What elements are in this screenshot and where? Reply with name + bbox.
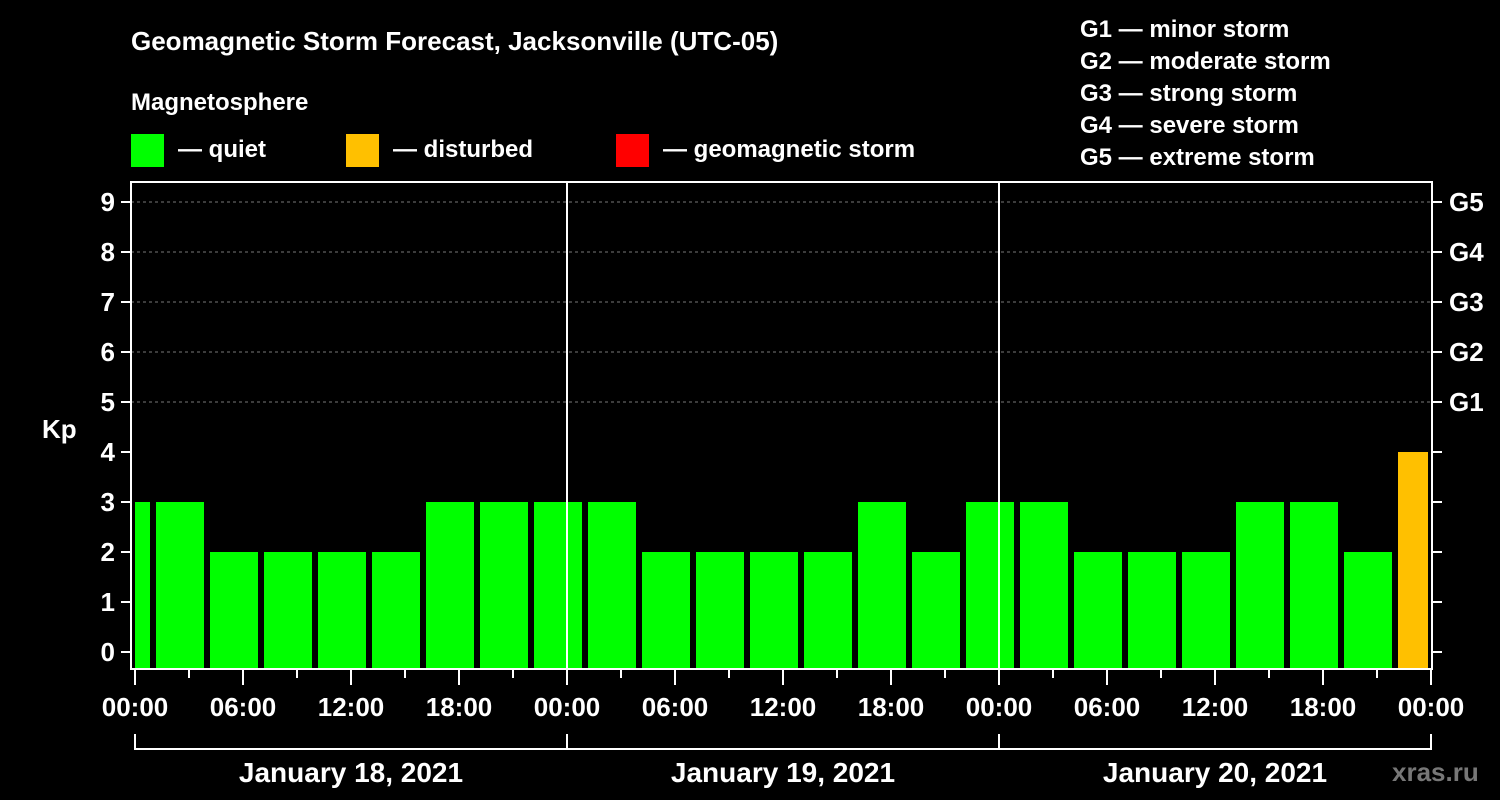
x-tick-label: 18:00 <box>426 692 493 722</box>
kp-bar <box>1236 502 1284 668</box>
kp-bar <box>264 552 312 668</box>
y-tick-label: 1 <box>101 587 115 617</box>
y-tick-label: 2 <box>101 537 115 567</box>
x-tick-label: 12:00 <box>750 692 817 722</box>
y-tick-label: 4 <box>101 437 116 467</box>
storm-scale-item: G4 — severe storm <box>1080 112 1299 139</box>
kp-bar <box>804 552 852 668</box>
x-tick-label: 06:00 <box>642 692 709 722</box>
gridlines <box>131 201 1432 403</box>
y-tick-label: 5 <box>101 387 115 417</box>
storm-level-label: G5 <box>1449 187 1484 217</box>
x-tick-label: 12:00 <box>318 692 385 722</box>
legend: — quiet — disturbed — geomagnetic storm <box>131 134 915 167</box>
x-tick-label: 12:00 <box>1182 692 1249 722</box>
y-tick-label: 6 <box>101 337 115 367</box>
day-label: January 20, 2021 <box>1103 757 1327 788</box>
legend-swatch-0 <box>131 134 164 167</box>
y-tick-label: 3 <box>101 487 115 517</box>
storm-level-label: G4 <box>1449 237 1484 267</box>
storm-level-label: G1 <box>1449 387 1484 417</box>
x-tick-label: 18:00 <box>1290 692 1357 722</box>
kp-bar <box>912 552 960 668</box>
kp-bar <box>318 552 366 668</box>
y-tick-label: 0 <box>101 637 115 667</box>
bars <box>135 452 1428 668</box>
legend-label-0: — quiet <box>178 136 266 163</box>
kp-bar <box>426 502 474 668</box>
legend-swatch-2 <box>616 134 649 167</box>
storm-scale-item: G5 — extreme storm <box>1080 144 1315 171</box>
axes: 0 1 2 3 4 5 6 7 8 9 G1 G2 G3 G4 G5 00:00 06:00 12:00 18:00… <box>101 181 1484 788</box>
storm-scale-item: G1 — minor storm <box>1080 16 1289 43</box>
x-tick-label: 00:00 <box>102 692 169 722</box>
kp-bar <box>534 502 582 668</box>
kp-bar <box>480 502 528 668</box>
x-tick-label: 06:00 <box>210 692 277 722</box>
kp-bar <box>750 552 798 668</box>
legend-label-2: — geomagnetic storm <box>663 136 915 163</box>
kp-bar <box>1344 552 1392 668</box>
kp-bar <box>1182 552 1230 668</box>
x-tick-label: 00:00 <box>966 692 1033 722</box>
storm-scale-item: G2 — moderate storm <box>1080 48 1331 75</box>
chart-title: Geomagnetic Storm Forecast, Jacksonville… <box>131 26 778 56</box>
x-tick-label: 18:00 <box>858 692 925 722</box>
kp-bar <box>156 502 204 668</box>
y-axis-label: Kp <box>42 414 77 444</box>
kp-bar <box>1398 452 1428 668</box>
y-tick-label: 8 <box>101 237 115 267</box>
legend-swatch-1 <box>346 134 379 167</box>
storm-scale-item: G3 — strong storm <box>1080 80 1297 107</box>
y-tick-label: 9 <box>101 187 115 217</box>
kp-bar <box>135 502 150 668</box>
kp-bar <box>966 502 1014 668</box>
kp-bar <box>858 502 906 668</box>
plot-frame <box>130 181 1433 670</box>
x-tick-label: 06:00 <box>1074 692 1141 722</box>
watermark: xras.ru <box>1392 757 1479 787</box>
kp-bar <box>696 552 744 668</box>
x-tick-label: 00:00 <box>534 692 601 722</box>
storm-scale-legend: G1 — minor storm G2 — moderate storm G3 — … <box>1080 16 1331 171</box>
kp-bar <box>210 552 258 668</box>
kp-bar <box>1290 502 1338 668</box>
x-tick-label: 00:00 <box>1398 692 1465 722</box>
day-label: January 19, 2021 <box>671 757 895 788</box>
kp-bar <box>588 502 636 668</box>
y-tick-label: 7 <box>101 287 115 317</box>
legend-label-1: — disturbed <box>393 136 533 163</box>
storm-level-label: G2 <box>1449 337 1484 367</box>
kp-bar <box>1074 552 1122 668</box>
kp-bar <box>372 552 420 668</box>
legend-title: Magnetosphere <box>131 89 308 116</box>
day-label: January 18, 2021 <box>239 757 463 788</box>
storm-level-label: G3 <box>1449 287 1484 317</box>
kp-bar <box>1020 502 1068 668</box>
kp-bar <box>642 552 690 668</box>
kp-bar <box>1128 552 1176 668</box>
